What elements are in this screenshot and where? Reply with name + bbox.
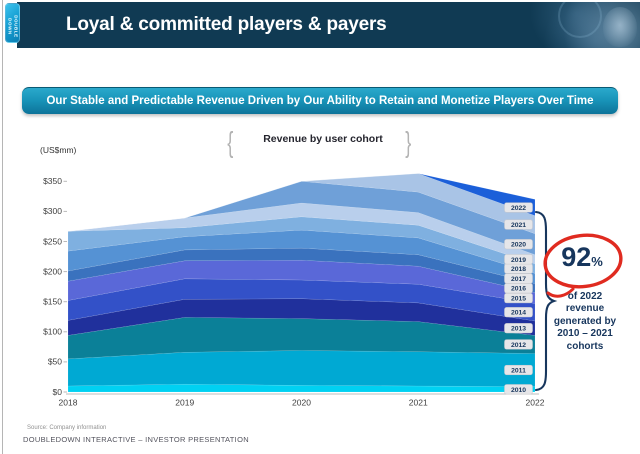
cohort-chip	[504, 364, 533, 376]
footer-deck-title: DOUBLEDOWN INTERACTIVE – INVESTOR PRESEN…	[23, 435, 249, 444]
cohort-chip-label: 2016	[511, 286, 526, 293]
header-casino-artwork	[480, 2, 640, 48]
x-axis-label: 2022	[526, 398, 545, 408]
cohort-chip	[504, 239, 533, 250]
cohort-chip-label: 2022	[511, 205, 526, 212]
percent-sign: %	[591, 254, 603, 269]
cohort-chip-label: 2010	[511, 387, 526, 394]
cohort-chip	[504, 202, 533, 213]
cohort-chip	[504, 293, 533, 304]
doubledown-logo-badge: DOUBLE DOWN	[5, 3, 20, 43]
chart-generated-layer: $0 $50 $100 $150 $200 $250 $300 $350 2018 2019 202…	[43, 173, 545, 408]
annotation-line: of 2022	[567, 291, 603, 302]
cohort-chip-label: 2015	[511, 296, 526, 303]
x-axis-label: 2021	[409, 398, 428, 408]
cohort-chip-label: 2017	[511, 276, 526, 283]
cohort-chip	[504, 339, 533, 350]
chart-title: Revenue by user cohort	[263, 133, 383, 145]
area-cohort-2020	[67, 181, 536, 255]
highlight-circle	[543, 233, 623, 289]
cohort-chip	[504, 219, 533, 230]
x-axis-label: 2018	[59, 398, 78, 408]
page-title: Loyal & committed players & payers	[66, 14, 387, 35]
cohort-chip-label: 2014	[511, 310, 526, 317]
cohort-chip	[504, 254, 533, 265]
chart-title-right-brace: }	[405, 125, 412, 159]
cohort-chip-label: 2020	[511, 242, 526, 249]
header-bar: Loyal & committed players & payers	[17, 2, 640, 48]
cohort-chip	[504, 307, 533, 318]
highlight-circle-tail	[546, 287, 575, 298]
percent-value: 92	[561, 242, 592, 272]
area-cohort-2011	[67, 350, 536, 387]
statement-banner: Our Stable and Predictable Revenue Drive…	[22, 87, 618, 114]
area-cohort-2022	[67, 173, 536, 232]
cohort-chip	[504, 273, 533, 284]
annotation-line: 2010 – 2021	[557, 328, 613, 340]
y-axis-tick-label: $100	[43, 327, 62, 337]
y-axis-tick-label: $300	[43, 206, 62, 216]
footer-source: Source: Company information	[27, 425, 107, 431]
cohort-chip-label: 2012	[511, 342, 526, 349]
y-axis-tick-label: $200	[43, 266, 62, 276]
cohort-chip-label: 2021	[511, 222, 526, 229]
cohort-chip-label: 2013	[511, 326, 526, 333]
x-axis-label: 2020	[292, 398, 311, 408]
y-axis-tick-label: $150	[43, 297, 62, 307]
y-axis-tick-label: $0	[53, 387, 63, 397]
cohort-range-brace	[534, 210, 558, 392]
y-axis-units-label: (US$mm)	[40, 145, 77, 155]
annotation-line: revenue	[565, 303, 605, 315]
cohort-chip-label: 2018	[511, 266, 526, 273]
x-axis-label: 2019	[175, 398, 194, 408]
annotation-line: generated by	[553, 315, 617, 327]
slide-left-edge	[2, 0, 3, 454]
decorative-ring	[558, 2, 602, 38]
y-axis-tick-label: $350	[43, 176, 62, 186]
annotation-line: cohorts	[566, 340, 604, 352]
statement-banner-text: Our Stable and Predictable Revenue Drive…	[46, 95, 594, 107]
cohort-chip-label: 2019	[511, 257, 526, 264]
percent-callout: 92%	[548, 242, 616, 273]
y-axis-tick-label: $250	[43, 236, 62, 246]
annotation-text: of 2022 revenue generated by 2010 – 2021 coh…	[541, 291, 629, 353]
cohort-chip-label: 2011	[511, 368, 526, 375]
chart-title-left-brace: {	[227, 125, 234, 159]
cohort-chip	[504, 384, 533, 395]
cohort-chip	[504, 323, 533, 334]
area-cohort-2021	[67, 173, 536, 234]
tiger-image	[603, 7, 637, 47]
y-axis-tick-label: $50	[48, 357, 62, 367]
